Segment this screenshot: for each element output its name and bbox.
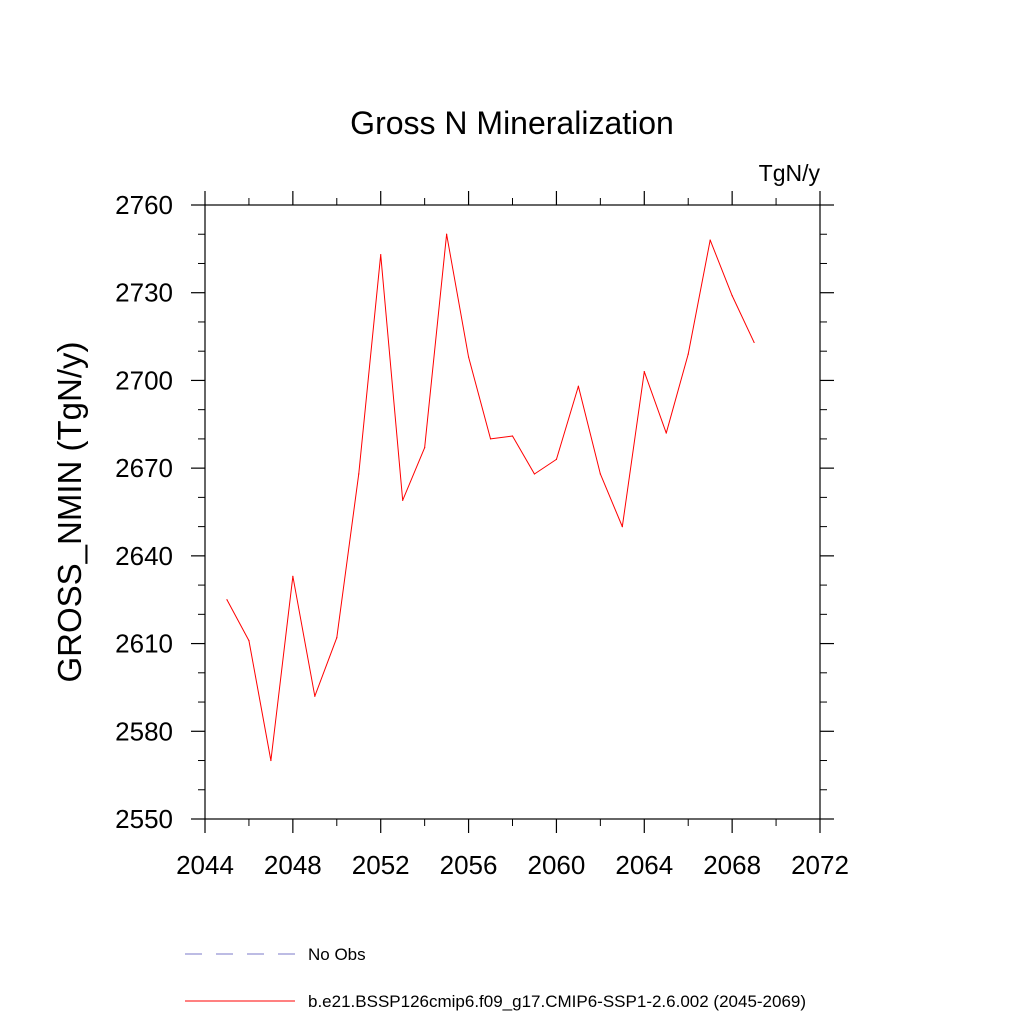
data-point [731,295,733,297]
data-point [709,239,711,241]
x-tick-label: 2060 [528,850,586,880]
data-point [248,640,250,642]
y-axis-label: GROSS_NMIN (TgN/y) [51,341,88,682]
series-layer [226,233,755,762]
data-point [643,371,645,373]
y-tick-label: 2670 [115,453,173,483]
data-point [577,385,579,387]
legend: No Obs b.e21.BSSP126cmip6.f09_g17.CMIP6-S… [185,945,806,1011]
axis-ticks [191,191,834,833]
data-point [424,447,426,449]
data-point [621,526,623,528]
data-point [599,473,601,475]
data-point [402,499,404,501]
y-tick-label: 2700 [115,365,173,395]
data-point [226,599,228,601]
y-tick-label: 2760 [115,190,173,220]
x-tick-label: 2044 [176,850,234,880]
series-line [226,233,755,762]
y-tick-label: 2580 [115,716,173,746]
data-point [555,458,558,460]
y-tick-label: 2640 [115,541,173,571]
data-point [314,695,316,697]
data-point [270,759,272,762]
y-tick-label: 2730 [115,278,173,308]
y-tick-label: 2550 [115,804,173,834]
data-point [336,637,338,639]
legend-label: No Obs [308,945,366,964]
data-point [665,432,667,434]
data-point [511,435,514,437]
data-point [533,473,536,475]
data-point [753,341,755,344]
data-point [380,254,382,256]
y-tick-label: 2610 [115,629,173,659]
data-point [292,575,294,577]
data-point [687,353,689,355]
x-tick-label: 2072 [791,850,849,880]
tick-labels: 2044 2048 2052 2056 2060 2064 2068 2072 2550 2580… [115,190,849,880]
data-point [446,233,448,235]
x-tick-label: 2048 [264,850,322,880]
data-point [467,356,470,358]
x-tick-label: 2052 [352,850,410,880]
plot-frame [204,204,821,820]
data-point [489,438,492,440]
x-tick-label: 2056 [440,850,498,880]
data-point [358,473,360,475]
x-tick-label: 2068 [703,850,761,880]
units-label: TgN/y [759,160,821,186]
chart-title: Gross N Mineralization [350,105,674,141]
x-tick-label: 2064 [615,850,673,880]
legend-label: b.e21.BSSP126cmip6.f09_g17.CMIP6-SSP1-2.… [308,992,806,1011]
